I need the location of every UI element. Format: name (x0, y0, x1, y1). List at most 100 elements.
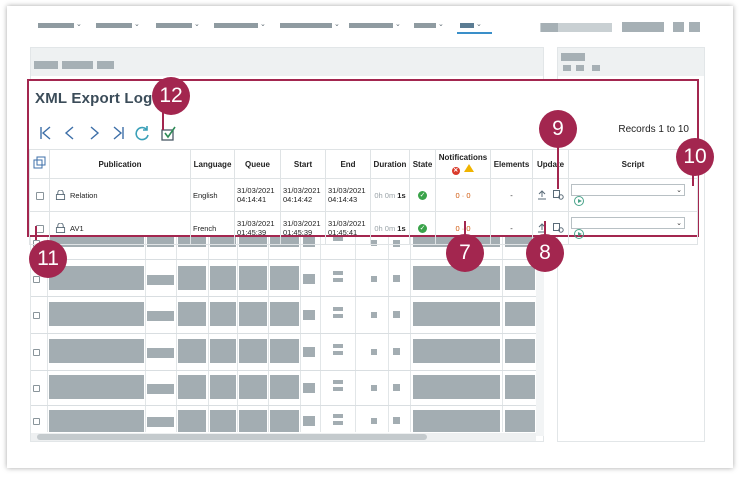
nav-item[interactable]: ⌄ (280, 20, 340, 31)
nav-item[interactable]: ⌄ (349, 20, 401, 31)
warning-icon (464, 164, 475, 172)
table-row[interactable]: AV1 French 31/03/2021 01:45:39 31/03/2021… (29, 211, 698, 245)
scrollbar-thumb[interactable] (37, 434, 427, 440)
header-publication[interactable]: Publication (49, 149, 191, 179)
redacted-control[interactable] (563, 65, 571, 71)
duration: 0h 0m 1s (370, 211, 410, 245)
notifications-count[interactable]: 0 · 0 (435, 178, 491, 212)
header-update[interactable]: Update (532, 149, 569, 179)
redacted-control[interactable] (592, 65, 600, 71)
refresh-icon[interactable] (133, 124, 151, 142)
next-page-icon[interactable] (85, 124, 103, 142)
callout-11: 11 (29, 240, 67, 278)
chevron-down-icon: ⌄ (76, 20, 82, 28)
end-time: 31/03/2021 04:14:43 (325, 178, 371, 212)
nav-item[interactable]: ⌄ (214, 20, 266, 31)
settings-icon[interactable] (553, 223, 564, 233)
nav-item-active[interactable]: ⌄ (460, 20, 490, 31)
duration: 0h 0m 1s (370, 178, 410, 212)
records-count: Records 1 to 10 (618, 124, 689, 135)
last-page-icon[interactable] (109, 124, 127, 142)
chevron-down-icon: ⌄ (395, 20, 401, 28)
state-success-icon: ✓ (418, 224, 427, 233)
chevron-down-icon: ⌄ (676, 185, 682, 194)
header-end[interactable]: End (325, 149, 371, 179)
nav-item[interactable]: ⌄ (38, 20, 82, 31)
language: English (190, 178, 235, 212)
select-all-check-icon[interactable] (159, 124, 177, 142)
start-time: 31/03/2021 01:45:39 (280, 211, 326, 245)
redacted-tab[interactable] (97, 61, 114, 69)
publication-icon (55, 223, 66, 233)
callout-9: 9 (539, 110, 577, 148)
vertical-scrollbar[interactable] (536, 236, 544, 436)
script-select[interactable]: ⌄ (571, 183, 685, 196)
main-panel-header (31, 48, 543, 76)
publication-name[interactable]: AV1 (70, 223, 84, 233)
settings-icon[interactable] (553, 190, 564, 200)
first-page-icon[interactable] (37, 124, 55, 142)
top-right-control[interactable] (689, 22, 700, 32)
publication-name[interactable]: Relation (70, 190, 98, 200)
error-icon: ✕ (451, 167, 460, 175)
callout-leader (35, 226, 37, 240)
publication-icon (55, 190, 66, 200)
header-notifications-label: Notifications (438, 153, 488, 162)
end-time: 31/03/2021 01:45:41 (325, 211, 371, 245)
active-nav-indicator (457, 32, 492, 34)
header-elements[interactable]: Elements (490, 149, 533, 179)
play-script-icon[interactable] (574, 196, 584, 206)
header-select-column[interactable] (29, 149, 50, 179)
play-script-icon[interactable] (574, 229, 584, 239)
redacted-control[interactable] (576, 65, 584, 71)
chevron-down-icon: ⌄ (438, 20, 444, 28)
redacted-tab[interactable] (34, 61, 58, 69)
state-success-icon: ✓ (418, 191, 427, 200)
chevron-down-icon: ⌄ (260, 20, 266, 28)
callout-8: 8 (526, 234, 564, 272)
export-log-table: Publication Language Queue Start End Dur… (29, 149, 698, 245)
header-queue[interactable]: Queue (234, 149, 281, 179)
side-panel-header (558, 48, 704, 76)
multi-select-icon[interactable] (33, 156, 47, 170)
elements-count: - (490, 211, 533, 245)
queue-time: 31/03/2021 01:45:39 (234, 211, 281, 245)
script-select[interactable]: ⌄ (571, 216, 685, 229)
nav-item[interactable]: ⌄ (156, 20, 200, 31)
previous-page-icon[interactable] (61, 124, 79, 142)
callout-7: 7 (446, 234, 484, 272)
header-language[interactable]: Language (190, 149, 235, 179)
table-row[interactable]: Relation English 31/03/2021 04:14:41 31/0… (29, 178, 698, 212)
header-notifications[interactable]: Notifications ✕ (435, 149, 491, 179)
redacted-tab[interactable] (62, 61, 93, 69)
top-right-control[interactable] (622, 22, 664, 32)
chevron-down-icon: ⌄ (134, 20, 140, 28)
top-right-control[interactable] (541, 23, 558, 32)
header-state[interactable]: State (409, 149, 436, 179)
callout-leader (544, 221, 546, 235)
header-duration[interactable]: Duration (370, 149, 410, 179)
chevron-down-icon: ⌄ (194, 20, 200, 28)
chevron-down-icon: ⌄ (334, 20, 340, 28)
table-header-row: Publication Language Queue Start End Dur… (29, 149, 698, 179)
callout-12: 12 (152, 77, 190, 115)
horizontal-scrollbar[interactable] (31, 433, 536, 441)
top-right-control[interactable] (540, 23, 612, 32)
callout-leader (464, 221, 466, 235)
nav-item[interactable]: ⌄ (414, 20, 444, 31)
callout-10: 10 (676, 138, 714, 176)
upload-icon[interactable] (537, 190, 547, 200)
language: French (190, 211, 235, 245)
callout-leader (162, 110, 164, 130)
top-right-control[interactable] (673, 22, 684, 32)
nav-item[interactable]: ⌄ (96, 20, 140, 31)
export-log-highlight: XML Export Log Records 1 to 10 Publicati… (27, 79, 699, 245)
page-title: XML Export Log (35, 90, 153, 107)
elements-count: - (490, 178, 533, 212)
queue-time: 31/03/2021 04:14:41 (234, 178, 281, 212)
chevron-down-icon: ⌄ (676, 218, 682, 227)
header-start[interactable]: Start (280, 149, 326, 179)
chevron-down-icon: ⌄ (476, 20, 482, 28)
start-time: 31/03/2021 04:14:42 (280, 178, 326, 212)
row-checkbox[interactable] (35, 191, 44, 200)
